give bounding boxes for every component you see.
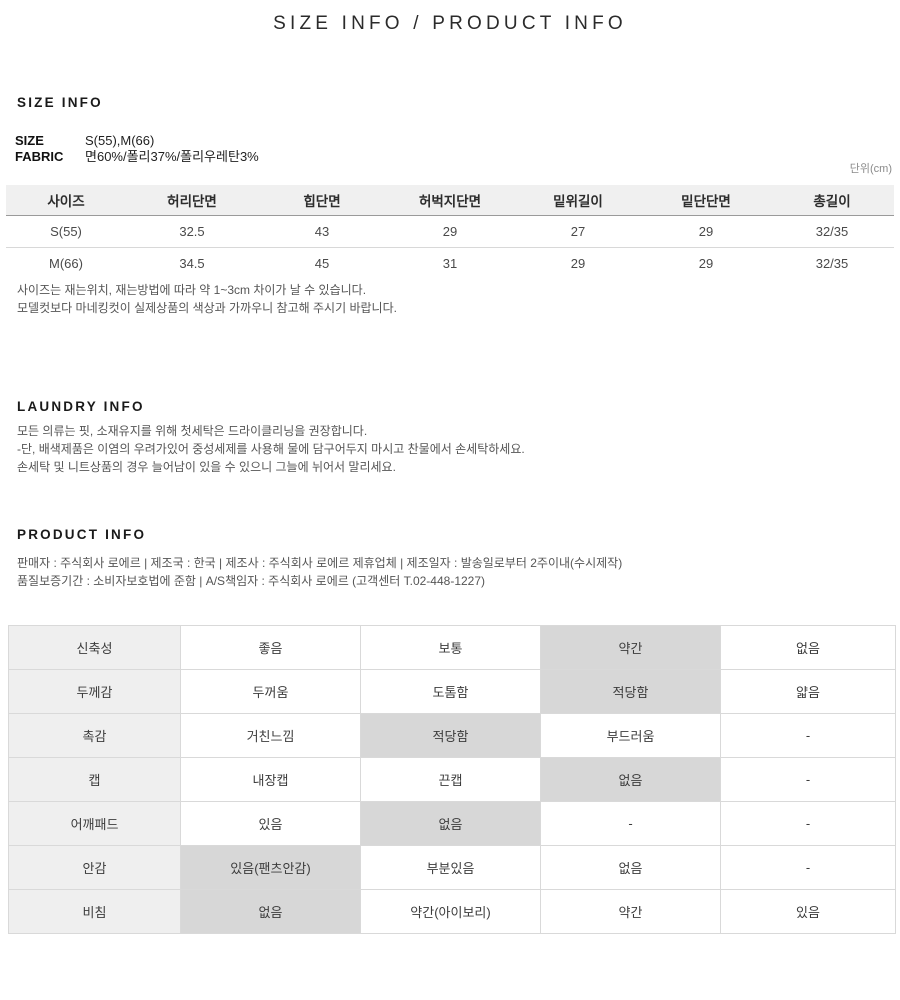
attribute-row: 어깨패드 있음 없음 - - — [8, 801, 896, 846]
attribute-option-cell-selected: 적당함 — [540, 669, 721, 714]
note-line: 사이즈는 재는위치, 재는방법에 따라 약 1~3cm 차이가 날 수 있습니다… — [17, 283, 367, 297]
attribute-option-cell: 약간 — [540, 889, 721, 934]
attribute-option-cell: 끈캡 — [360, 757, 541, 802]
attribute-row: 두께감 두꺼움 도톰함 적당함 얇음 — [8, 669, 896, 714]
size-table-col-header: 힙단면 — [258, 185, 386, 216]
attribute-option-cell: 거친느낌 — [180, 713, 361, 758]
attribute-row: 신축성 좋음 보통 약간 없음 — [8, 625, 896, 670]
size-cell: 32/35 — [770, 247, 894, 279]
attribute-name-cell: 두께감 — [8, 669, 181, 714]
product-info-notes: 판매자 : 주식회사 로에르 | 제조국 : 한국 | 제조사 : 주식회사 로… — [17, 554, 622, 590]
attribute-option-cell: 부드러움 — [540, 713, 721, 758]
note-line: 모든 의류는 핏, 소재유지를 위해 첫세탁은 드라이클리닝을 권장합니다. — [17, 424, 368, 438]
attribute-option-cell: 얇음 — [720, 669, 896, 714]
attribute-option-cell-selected: 없음 — [540, 757, 721, 802]
section-heading-size-info: SIZE INFO — [17, 95, 103, 110]
attribute-option-cell: 내장캡 — [180, 757, 361, 802]
attribute-name-cell: 신축성 — [8, 625, 181, 670]
spec-row-size: SIZE S(55),M(66) — [15, 133, 259, 149]
attribute-option-cell: - — [720, 713, 896, 758]
spec-label-size: SIZE — [15, 133, 44, 148]
spec-value-fabric: 면60%/폴리37%/폴리우레탄3% — [85, 148, 259, 164]
size-table-col-header: 사이즈 — [6, 185, 126, 216]
attribute-option-cell: 부분있음 — [360, 845, 541, 890]
size-table-col-header: 총길이 — [770, 185, 894, 216]
size-cell: 43 — [258, 215, 386, 248]
page-title: SIZE INFO / PRODUCT INFO — [273, 13, 627, 34]
section-heading-product-info: PRODUCT INFO — [17, 527, 147, 542]
note-line: 품질보증기간 : 소비자보호법에 준함 | A/S책임자 : 주식회사 로에르 … — [17, 574, 486, 588]
spec-value-size: S(55),M(66) — [85, 133, 155, 148]
attribute-option-cell-selected: 없음 — [180, 889, 361, 934]
note-line: 판매자 : 주식회사 로에르 | 제조국 : 한국 | 제조사 : 주식회사 로… — [17, 556, 623, 570]
attribute-option-cell-selected: 적당함 — [360, 713, 541, 758]
attribute-row: 안감 있음(팬츠안감) 부분있음 없음 - — [8, 845, 896, 890]
size-cell: 29 — [386, 215, 514, 248]
attribute-row: 촉감 거친느낌 적당함 부드러움 - — [8, 713, 896, 758]
attribute-name-cell: 캡 — [8, 757, 181, 802]
size-info-notes: 사이즈는 재는위치, 재는방법에 따라 약 1~3cm 차이가 날 수 있습니다… — [17, 281, 397, 317]
size-cell: M(66) — [6, 247, 126, 279]
laundry-info-notes: 모든 의류는 핏, 소재유지를 위해 첫세탁은 드라이클리닝을 권장합니다. -… — [17, 422, 525, 476]
attribute-option-cell: 없음 — [720, 625, 896, 670]
table-row: S(55) 32.5 43 29 27 29 32/35 — [6, 215, 894, 248]
attribute-option-cell: 약간(아이보리) — [360, 889, 541, 934]
size-table-col-header: 밑위길이 — [514, 185, 642, 216]
size-cell: 34.5 — [126, 247, 258, 279]
table-row: M(66) 34.5 45 31 29 29 32/35 — [6, 247, 894, 279]
attribute-option-cell: - — [720, 757, 896, 802]
attribute-row: 비침 없음 약간(아이보리) 약간 있음 — [8, 889, 896, 934]
attribute-option-cell: 보통 — [360, 625, 541, 670]
size-cell: 45 — [258, 247, 386, 279]
size-cell: 29 — [642, 215, 770, 248]
attribute-option-cell: 좋음 — [180, 625, 361, 670]
attribute-option-cell-selected: 있음(팬츠안감) — [180, 845, 361, 890]
section-heading-laundry-info: LAUNDRY INFO — [17, 399, 145, 414]
spec-label-fabric: FABRIC — [15, 148, 64, 164]
spec-row-fabric: FABRIC 면60%/폴리37%/폴리우레탄3% — [15, 149, 259, 165]
attribute-option-cell: 있음 — [180, 801, 361, 846]
size-table-col-header: 허벅지단면 — [386, 185, 514, 216]
attribute-row: 캡 내장캡 끈캡 없음 - — [8, 757, 896, 802]
attribute-option-cell: - — [720, 845, 896, 890]
attribute-option-cell: 없음 — [540, 845, 721, 890]
attribute-name-cell: 어깨패드 — [8, 801, 181, 846]
size-cell: 32/35 — [770, 215, 894, 248]
size-table-col-header: 밑단단면 — [642, 185, 770, 216]
attribute-option-cell-selected: 없음 — [360, 801, 541, 846]
size-cell: S(55) — [6, 215, 126, 248]
attribute-option-cell: 두꺼움 — [180, 669, 361, 714]
size-measurement-table: 사이즈 허리단면 힙단면 허벅지단면 밑위길이 밑단단면 총길이 S(55) 3… — [6, 185, 894, 279]
size-cell: 29 — [514, 247, 642, 279]
size-table-col-header: 허리단면 — [126, 185, 258, 216]
size-cell: 31 — [386, 247, 514, 279]
size-cell: 29 — [642, 247, 770, 279]
size-cell: 27 — [514, 215, 642, 248]
attribute-name-cell: 촉감 — [8, 713, 181, 758]
attribute-option-cell: 도톰함 — [360, 669, 541, 714]
note-line: -단, 배색제품은 이염의 우려가있어 중성세제를 사용해 물에 담구어두지 마… — [17, 442, 525, 456]
attribute-name-cell: 안감 — [8, 845, 181, 890]
note-line: 모델컷보다 마네킹컷이 실제상품의 색상과 가까우니 참고해 주시기 바랍니다. — [17, 301, 397, 315]
attribute-option-cell: - — [540, 801, 721, 846]
size-fabric-spec: SIZE S(55),M(66) FABRIC 면60%/폴리37%/폴리우레탄… — [15, 133, 259, 164]
size-table-header-row: 사이즈 허리단면 힙단면 허벅지단면 밑위길이 밑단단면 총길이 — [6, 185, 894, 216]
measurement-unit-note: 단위(cm) — [849, 163, 892, 175]
attribute-option-cell: - — [720, 801, 896, 846]
product-attribute-table: 신축성 좋음 보통 약간 없음 두께감 두꺼움 도톰함 적당함 얇음 촉감 거친느낌 적당함 부드러움 - 캡… — [8, 625, 896, 934]
attribute-name-cell: 비침 — [8, 889, 181, 934]
attribute-option-cell-selected: 약간 — [540, 625, 721, 670]
attribute-option-cell: 있음 — [720, 889, 896, 934]
size-cell: 32.5 — [126, 215, 258, 248]
note-line: 손세탁 및 니트상품의 경우 늘어남이 있을 수 있으니 그늘에 뉘어서 말리세… — [17, 460, 396, 474]
